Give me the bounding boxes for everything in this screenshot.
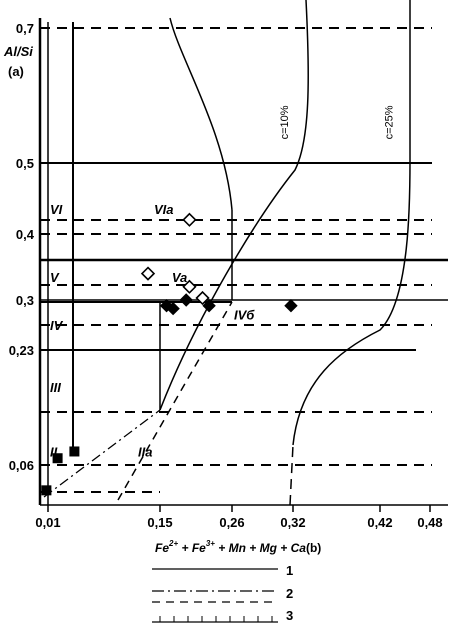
field-label: III (50, 380, 61, 395)
x-tick-label: 0,26 (219, 515, 244, 530)
y-tick-labels: 0,7 0,5 0,4 0,3 0,23 0,06 (9, 21, 35, 473)
field-label: IVб (234, 307, 255, 322)
legend-line-ticked (152, 616, 278, 623)
field-boundaries (40, 0, 448, 506)
boundary-curve (292, 0, 411, 446)
x-axis-title-part: Fe (155, 541, 169, 555)
x-axis-title-sup: 2+ (168, 539, 178, 548)
x-tick-label: 0,42 (367, 515, 392, 530)
y-tick-label: 0,7 (16, 21, 34, 36)
y-axis-subtitle: (a) (8, 64, 24, 79)
filled-diamond-marker (284, 299, 298, 313)
x-axis-title-sup: 3+ (206, 539, 215, 548)
field-label: IV (50, 318, 64, 333)
boundary-curve (169, 17, 233, 211)
dashdot-diagonal (43, 409, 161, 498)
curve-label: c=10% (279, 105, 291, 139)
square-marker (41, 485, 52, 496)
legend-label: 3 (286, 608, 293, 623)
dashed-diagonal (117, 301, 233, 501)
square-marker (69, 446, 80, 457)
square-marker (52, 453, 63, 464)
x-axis-title-part: + Fe (178, 541, 206, 555)
x-tick-label: 0,32 (280, 515, 305, 530)
x-axis-title: Fe2+ + Fe3+ + Mn + Mg + Ca(b) (155, 539, 321, 555)
open-diamond-marker (195, 290, 210, 306)
field-label: II (50, 444, 58, 459)
y-tick-label: 0,4 (16, 227, 35, 242)
legend-label: 2 (286, 586, 293, 601)
plot-frame (38, 18, 448, 506)
y-tick-label: 0,06 (9, 458, 34, 473)
dashed-levels (40, 27, 432, 493)
y-tick-label: 0,23 (9, 343, 34, 358)
x-axis-title-part: + Mn + Mg + Ca (215, 541, 306, 555)
x-tick-label: 0,01 (35, 515, 60, 530)
x-axis-title-part: (b) (306, 541, 321, 555)
x-tick-label: 0,48 (417, 515, 442, 530)
field-label: VIa (154, 202, 174, 217)
legend (152, 568, 278, 623)
y-tick-label: 0,3 (16, 293, 34, 308)
field-label: IIa (138, 444, 152, 459)
open-diamond-marker (182, 279, 197, 294)
field-label: V (50, 270, 60, 285)
filled-diamond-marker (166, 301, 180, 316)
data-markers (41, 212, 298, 496)
filled-diamond-marker (179, 293, 193, 307)
filled-diamond-marker (202, 299, 216, 313)
y-tick-label: 0,5 (16, 156, 34, 171)
open-diamond-marker (182, 212, 197, 227)
field-label: VI (50, 202, 63, 217)
boundary-curve (159, 0, 310, 411)
legend-label: 1 (286, 563, 293, 578)
curve-label: c=25% (384, 105, 396, 139)
y-axis-title: Al/Si (3, 44, 33, 59)
open-diamond-marker (140, 266, 156, 281)
x-tick-label: 0,15 (147, 515, 172, 530)
x-tick-labels: 0,01 0,15 0,26 0,32 0,42 0,48 (35, 505, 443, 530)
boundary-curve (289, 444, 294, 506)
curve-labels: c=10% c=25% (279, 105, 396, 139)
field-label: Va (172, 270, 187, 285)
